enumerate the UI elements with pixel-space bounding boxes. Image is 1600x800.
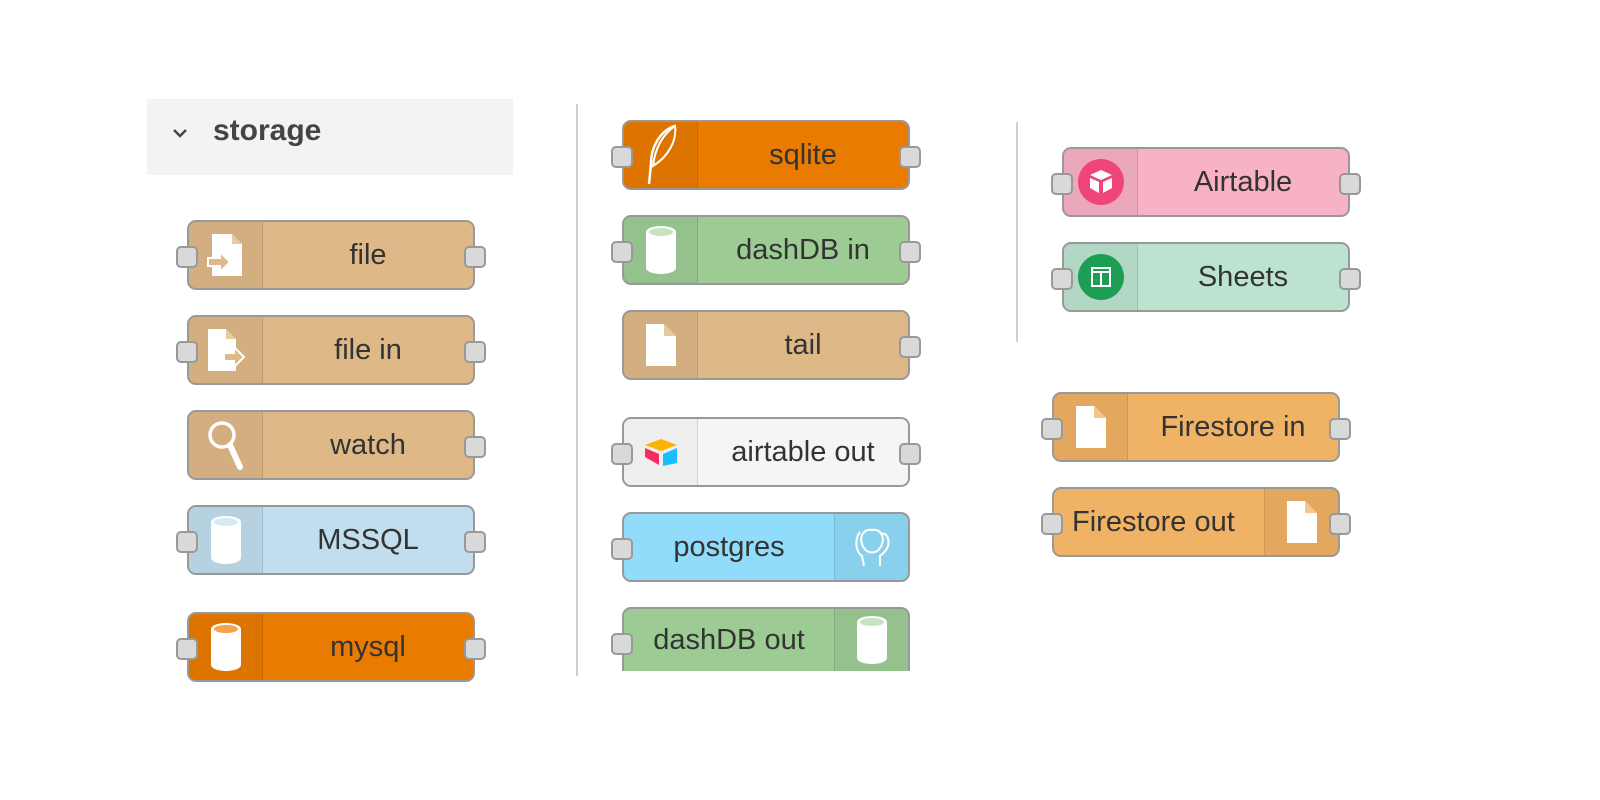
node-label: file [349,238,387,271]
input-port[interactable] [176,341,198,363]
output-port[interactable] [464,341,486,363]
node-label: watch [330,428,406,461]
column-divider [1016,122,1018,342]
input-port[interactable] [1041,513,1063,535]
input-port[interactable] [1041,418,1063,440]
input-port[interactable] [611,538,633,560]
palette-node-airtable-out[interactable]: airtable out [611,417,921,487]
input-port[interactable] [176,531,198,553]
database-icon [189,614,263,680]
palette-node-sqlite[interactable]: sqlite [611,120,921,190]
database-icon [624,217,698,283]
input-port[interactable] [176,246,198,268]
output-port[interactable] [899,443,921,465]
palette-node-mssql[interactable]: MSSQL [176,505,486,575]
palette-node-firestore-in[interactable]: Firestore in [1041,392,1351,462]
sheets-icon [1064,244,1138,310]
database-icon [189,507,263,573]
file-icon [1054,394,1128,460]
node-label: dashDB in [736,233,870,266]
file-icon [624,312,698,378]
palette-node-dashdb-out[interactable]: dashDB out [611,607,910,671]
input-port[interactable] [176,638,198,660]
database-icon [834,609,908,671]
palette-node-postgres[interactable]: postgres [611,512,910,582]
feather-icon [624,122,698,188]
column-divider [576,104,578,676]
node-label: Firestore out [1072,505,1235,538]
output-port[interactable] [1329,418,1351,440]
airtable-badge-icon [1064,149,1138,215]
palette-node-tail[interactable]: tail [622,310,921,380]
node-label: MSSQL [317,523,419,556]
palette-node-dashdb-in[interactable]: dashDB in [611,215,921,285]
output-port[interactable] [464,638,486,660]
node-label: Sheets [1197,260,1289,293]
output-port[interactable] [464,246,486,268]
node-label: Firestore in [1160,410,1306,443]
input-port[interactable] [611,146,633,168]
output-port[interactable] [899,241,921,263]
elephant-icon [834,514,908,580]
search-icon [189,412,263,478]
palette-node-sheets[interactable]: Sheets [1051,242,1361,312]
palette-node-watch[interactable]: watch [187,410,486,480]
palette-node-file-in[interactable]: file in [176,315,486,385]
output-port[interactable] [464,531,486,553]
node-label: dashDB out [653,623,805,656]
input-port[interactable] [611,443,633,465]
input-port[interactable] [1051,173,1073,195]
output-port[interactable] [1329,513,1351,535]
file-icon [1264,489,1338,555]
output-port[interactable] [899,336,921,358]
output-port[interactable] [1339,173,1361,195]
node-label: mysql [330,630,406,663]
output-port[interactable] [464,436,486,458]
node-label: sqlite [769,138,837,171]
palette-node-airtable[interactable]: Airtable [1051,147,1361,217]
input-port[interactable] [611,241,633,263]
node-label: postgres [673,530,785,563]
input-port[interactable] [1051,268,1073,290]
file-out-arrow-icon [189,317,263,383]
output-port[interactable] [1339,268,1361,290]
output-port[interactable] [899,146,921,168]
airtable-logo-icon [624,419,698,485]
palette-node-mysql[interactable]: mysql [176,612,486,682]
input-port[interactable] [611,633,633,655]
node-label: file in [334,333,402,366]
palette-node-file[interactable]: file [176,220,486,290]
palette-node-firestore-out[interactable]: Firestore out [1041,487,1351,557]
chevron-down-icon[interactable] [168,122,192,146]
category-header-storage[interactable] [147,99,513,175]
file-in-arrow-icon [189,222,263,288]
node-label: airtable out [731,435,875,468]
node-label: Airtable [1193,165,1293,198]
node-label: tail [784,328,822,361]
category-title: storage [213,114,322,147]
